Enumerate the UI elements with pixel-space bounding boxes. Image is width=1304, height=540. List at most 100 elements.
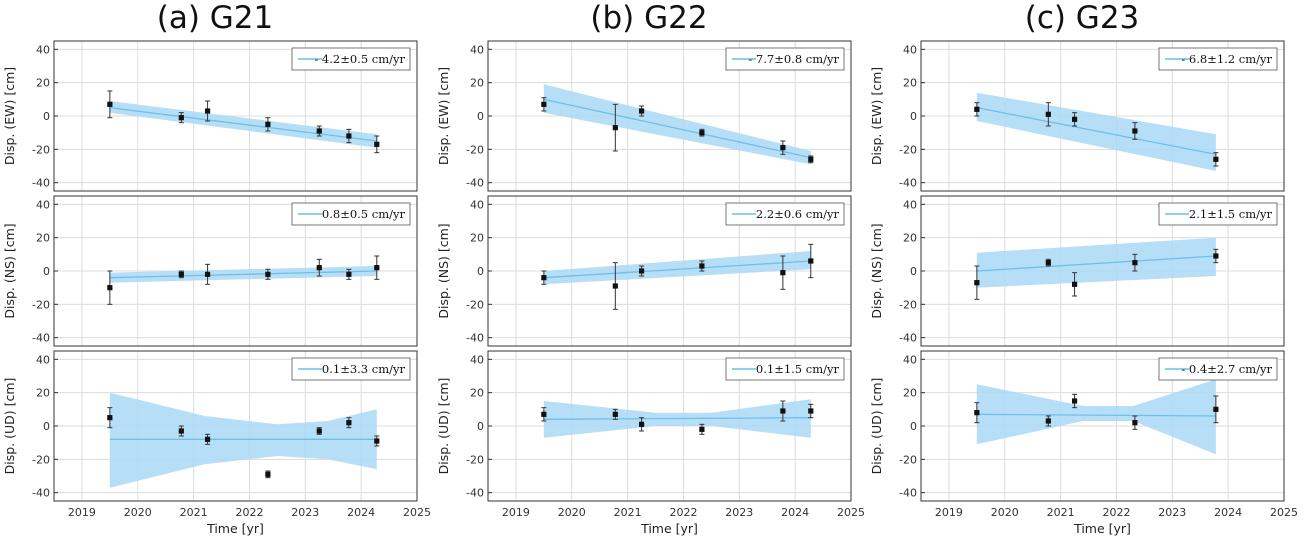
y-tick-label: -40 [466, 332, 484, 345]
panel-g21-ew: -40 -20 0 20 40 Disp. (EW) [cm] - 4.2±0.5 cm/y… [2, 40, 418, 192]
confidence-band [976, 379, 1216, 455]
data-point [204, 263, 211, 285]
point-marker [178, 428, 184, 434]
point-marker [1213, 253, 1219, 259]
data-point [612, 103, 618, 152]
y-tick-label: 40 [36, 43, 50, 56]
data-point [1213, 152, 1219, 167]
y-tick-label: 40 [470, 353, 484, 366]
point-marker [204, 436, 211, 442]
y-tick-label: 20 [36, 77, 50, 90]
y-axis-label: Disp. (NS) [cm] [436, 223, 451, 318]
y-tick-label: -20 [32, 453, 50, 466]
point-marker [346, 133, 352, 139]
data-point [638, 105, 645, 117]
point-marker [699, 426, 705, 432]
data-point [204, 100, 211, 122]
x-axis-label: Time [yr] [640, 521, 698, 536]
panel-g22-ns: -40 -20 0 20 40 Disp. (NS) [cm] 2.2±0.6 cm/yr [436, 195, 852, 347]
point-marker [178, 115, 184, 121]
column-title-b: (b) G22 [590, 0, 707, 36]
legend-label: - 7.7±0.8 cm/yr [748, 52, 839, 66]
legend-box [725, 202, 845, 226]
y-tick-label: -20 [899, 298, 917, 311]
point-marker [808, 408, 814, 414]
data-point [780, 140, 786, 155]
y-tick-label: 20 [470, 387, 484, 400]
data-point [316, 125, 322, 137]
y-axis-label: Disp. (NS) [cm] [2, 223, 17, 318]
y-tick-label: 0 [477, 420, 484, 433]
legend-label: 0.1±1.5 cm/yr [756, 362, 840, 376]
column-title-c: (c) G23 [1025, 0, 1140, 36]
data-point [541, 97, 547, 112]
data-point [316, 427, 322, 435]
fit-line [976, 413, 1216, 417]
point-marker [107, 285, 113, 291]
point-marker [178, 271, 184, 277]
point-marker [780, 145, 786, 151]
x-tick-label: 2022 [1102, 506, 1130, 519]
y-tick-label: -20 [466, 143, 484, 156]
y-tick-label: 20 [903, 77, 917, 90]
data-point [974, 402, 980, 424]
x-tick-label: 2019 [935, 506, 963, 519]
fit-line [976, 107, 1216, 155]
data-point [808, 403, 814, 419]
y-tick-label: 20 [36, 387, 50, 400]
point-marker [107, 101, 113, 107]
y-tick-label: -20 [899, 143, 917, 156]
x-tick-label: 2021 [614, 506, 642, 519]
point-marker [541, 275, 547, 281]
x-tick-label: 2020 [991, 506, 1019, 519]
point-marker [541, 411, 547, 417]
data-point [374, 135, 380, 154]
data-point [265, 268, 271, 280]
y-axis-label: Disp. (EW) [cm] [869, 67, 884, 165]
panel-g23-ew: -40 -20 0 20 40 Disp. (EW) [cm] - 6.8±1.2 cm/y… [869, 40, 1285, 192]
x-tick-label: 2021 [1047, 506, 1075, 519]
y-tick-label: 0 [910, 265, 917, 278]
data-point [346, 128, 352, 144]
point-marker [346, 420, 352, 426]
point-marker [1132, 128, 1138, 134]
point-marker [1213, 406, 1219, 412]
data-point [974, 265, 980, 300]
x-tick-label: 2024 [781, 506, 809, 519]
data-point [780, 400, 786, 422]
data-point [107, 90, 113, 119]
data-point [1132, 253, 1138, 272]
point-marker [316, 428, 322, 434]
data-point [178, 270, 184, 279]
y-tick-label: 40 [470, 43, 484, 56]
point-marker [1071, 398, 1078, 404]
y-axis-label: Disp. (EW) [cm] [436, 67, 451, 165]
data-point [1132, 415, 1138, 430]
y-tick-label: 40 [36, 353, 50, 366]
y-tick-label: -40 [32, 487, 50, 500]
data-point [699, 260, 705, 272]
y-tick-label: -20 [899, 453, 917, 466]
legend-box [291, 357, 411, 381]
y-axis-label: Disp. (UD) [cm] [869, 378, 884, 475]
x-tick-label: 2025 [403, 506, 431, 519]
y-tick-label: 40 [903, 353, 917, 366]
fit-line [543, 260, 811, 279]
legend-box [1158, 47, 1278, 71]
data-point [265, 117, 271, 132]
point-marker [699, 130, 705, 136]
x-tick-label: 2025 [837, 506, 865, 519]
data-point [541, 407, 547, 422]
data-point [107, 270, 113, 305]
column-title-a: (a) G21 [157, 0, 274, 36]
y-tick-label: 0 [477, 265, 484, 278]
point-marker [541, 101, 547, 107]
y-tick-label: 0 [477, 110, 484, 123]
legend-label: 2.2±0.6 cm/yr [756, 207, 840, 221]
data-point [541, 270, 547, 285]
fit-line [543, 98, 811, 159]
data-point [178, 425, 184, 437]
point-marker [374, 438, 380, 444]
x-axis-label: Time [yr] [1073, 521, 1131, 536]
panel-g22-ud: -40 -20 0 20 40 2019 2020 2021 2022 2023 2024 2025 T… [436, 350, 865, 536]
